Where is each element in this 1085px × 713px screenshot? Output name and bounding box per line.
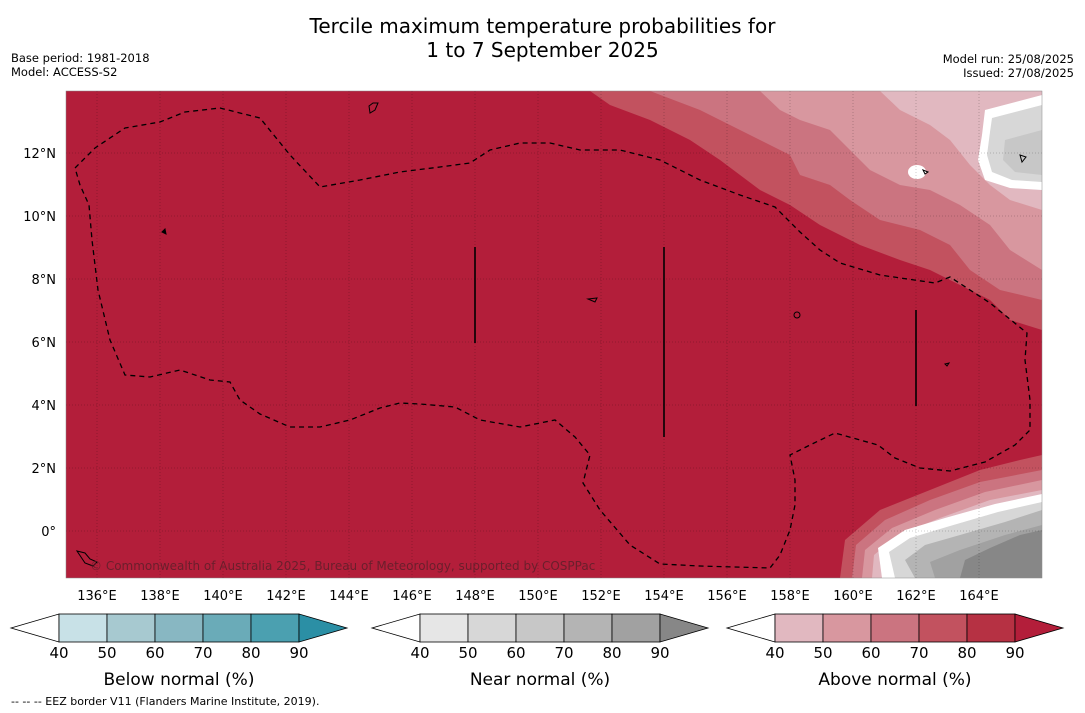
island-small-3 xyxy=(1019,154,1027,164)
cb-below-tick-90: 90 xyxy=(289,644,308,662)
lon-label-160e: 160°E xyxy=(833,589,873,604)
island-marcus xyxy=(368,102,379,114)
colorbar-below-normal: 40 50 60 70 80 90 Below normal (%) xyxy=(9,613,349,690)
cb-below-seg-1 xyxy=(58,613,108,643)
cb-near-tick-80: 80 xyxy=(602,644,621,662)
cb-above-seg-1 xyxy=(774,613,824,643)
cb-above-arrow-left xyxy=(725,613,776,643)
island-yap xyxy=(161,227,167,235)
cb-near-title: Near normal (%) xyxy=(470,670,610,690)
cb-near-tick-60: 60 xyxy=(506,644,525,662)
near-normal-upper-dark xyxy=(1003,130,1042,175)
cb-below-tick-40: 40 xyxy=(49,644,68,662)
cb-near-seg-4 xyxy=(563,613,613,643)
lat-label-8n: 8°N xyxy=(32,273,57,288)
cb-above-seg-5 xyxy=(966,613,1016,643)
lon-labels: 136°E 138°E 140°E 142°E 144°E 146°E 148°… xyxy=(77,589,999,604)
cb-below-title: Below normal (%) xyxy=(104,670,255,690)
cb-above-tick-50: 50 xyxy=(813,644,832,662)
title-line-2: 1 to 7 September 2025 xyxy=(426,38,659,62)
copyright-notice: © Commonwealth of Australia 2025, Bureau… xyxy=(90,559,595,573)
colorbar-above-normal: 40 50 60 70 80 90 Above normal (%) xyxy=(725,613,1065,690)
meta-right: Model run: 25/08/2025 Issued: 27/08/2025 xyxy=(943,52,1074,80)
lat-label-0: 0° xyxy=(41,525,56,540)
lon-label-158e: 158°E xyxy=(770,589,810,604)
lon-label-164e: 164°E xyxy=(959,589,999,604)
map-panel: © Commonwealth of Australia 2025, Bureau… xyxy=(66,91,1042,578)
cb-below-tick-70: 70 xyxy=(193,644,212,662)
cb-below-tick-50: 50 xyxy=(97,644,116,662)
cb-near-seg-1 xyxy=(419,613,469,643)
islands xyxy=(75,102,1027,567)
lon-label-156e: 156°E xyxy=(707,589,747,604)
lon-label-162e: 162°E xyxy=(896,589,936,604)
issued-date: Issued: 27/08/2025 xyxy=(963,66,1074,80)
lon-label-142e: 142°E xyxy=(266,589,306,604)
cb-above-arrow-right xyxy=(1014,613,1065,643)
cb-below-seg-3 xyxy=(154,613,204,643)
lat-labels: 12°N 10°N 8°N 6°N 4°N 2°N 0° xyxy=(23,147,56,540)
cb-below-seg-4 xyxy=(202,613,252,643)
near-normal-spot xyxy=(908,165,926,179)
lat-label-6n: 6°N xyxy=(32,336,57,351)
lat-label-12n: 12°N xyxy=(23,147,56,162)
model-run: Model run: 25/08/2025 xyxy=(942,52,1074,66)
cb-above-title: Above normal (%) xyxy=(818,670,971,690)
lon-label-148e: 148°E xyxy=(455,589,495,604)
cb-near-arrow-right xyxy=(659,613,710,643)
cb-above-tick-80: 80 xyxy=(957,644,976,662)
cb-near-seg-3 xyxy=(515,613,565,643)
island-pohnpei xyxy=(793,311,801,319)
island-nw-cluster xyxy=(75,550,98,567)
title-line-1: Tercile maximum temperature probabilitie… xyxy=(309,14,776,38)
cb-near-seg-5 xyxy=(611,613,661,643)
lat-label-10n: 10°N xyxy=(23,210,56,225)
cb-near-tick-90: 90 xyxy=(650,644,669,662)
lon-label-144e: 144°E xyxy=(329,589,369,604)
cb-near-seg-2 xyxy=(467,613,517,643)
lon-label-146e: 146°E xyxy=(392,589,432,604)
map-frame xyxy=(65,90,1043,579)
model-name: Model: ACCESS-S2 xyxy=(11,65,118,79)
cb-below-arrow-right xyxy=(298,613,349,643)
lon-label-152e: 152°E xyxy=(581,589,621,604)
cb-near-tick-50: 50 xyxy=(458,644,477,662)
lon-label-136e: 136°E xyxy=(77,589,117,604)
lon-label-138e: 138°E xyxy=(140,589,180,604)
cb-above-tick-90: 90 xyxy=(1005,644,1024,662)
lat-label-2n: 2°N xyxy=(32,462,57,477)
cb-above-tick-70: 70 xyxy=(909,644,928,662)
cb-near-tick-70: 70 xyxy=(554,644,573,662)
cb-above-seg-2 xyxy=(822,613,872,643)
eez-border xyxy=(74,107,1031,569)
lat-label-4n: 4°N xyxy=(32,399,57,414)
near-normal-lower-4 xyxy=(960,530,1042,578)
cb-above-seg-4 xyxy=(918,613,968,643)
eez-footnote: -- -- -- EEZ border V11 (Flanders Marine… xyxy=(11,695,320,708)
colorbar-near-normal: 40 50 60 70 80 90 Near normal (%) xyxy=(370,613,710,690)
cb-near-arrow-left xyxy=(370,613,421,643)
cb-near-tick-40: 40 xyxy=(410,644,429,662)
cb-below-seg-2 xyxy=(106,613,156,643)
cb-below-arrow-left xyxy=(9,613,60,643)
island-small-2 xyxy=(944,362,951,367)
lon-label-150e: 150°E xyxy=(518,589,558,604)
cb-below-tick-80: 80 xyxy=(241,644,260,662)
lon-label-140e: 140°E xyxy=(203,589,243,604)
chart-title: Tercile maximum temperature probabilitie… xyxy=(0,14,1085,62)
cb-above-seg-3 xyxy=(870,613,920,643)
cb-above-tick-60: 60 xyxy=(861,644,880,662)
lon-label-154e: 154°E xyxy=(644,589,684,604)
cb-above-tick-40: 40 xyxy=(765,644,784,662)
base-period: Base period: 1981-2018 xyxy=(11,51,150,65)
island-small-4 xyxy=(921,169,930,175)
meta-left: Base period: 1981-2018 Model: ACCESS-S2 xyxy=(11,51,150,79)
island-small-1 xyxy=(586,297,598,303)
cb-below-tick-60: 60 xyxy=(145,644,164,662)
cb-below-seg-5 xyxy=(250,613,300,643)
